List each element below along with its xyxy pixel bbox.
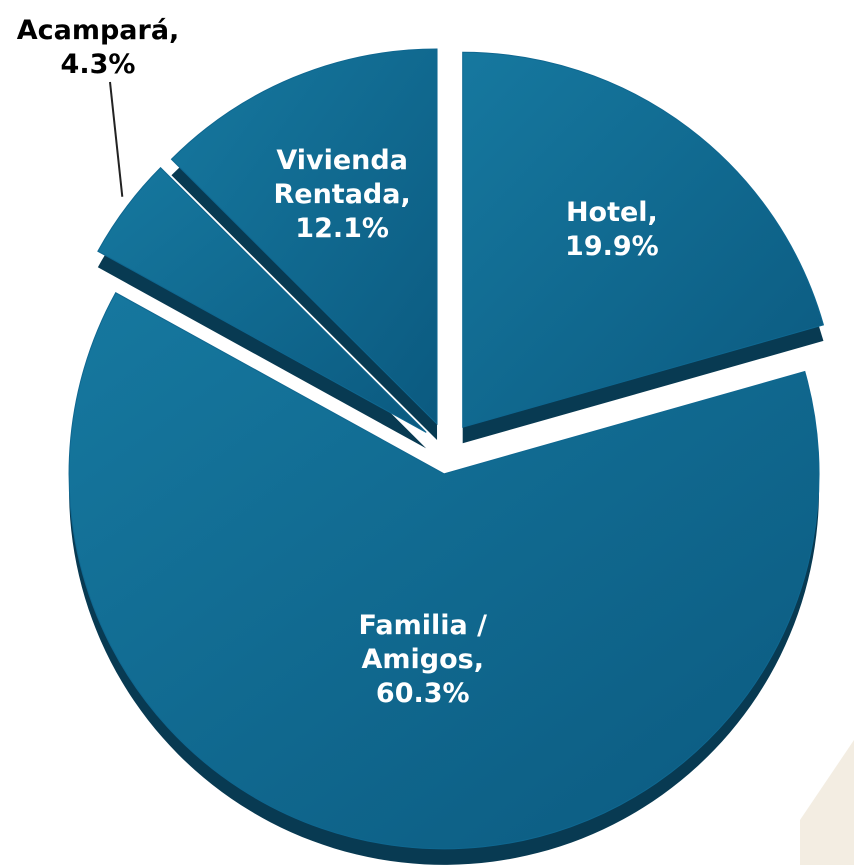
slice-label: Vivienda Rentada, 12.1% <box>227 144 457 246</box>
slice <box>462 51 825 428</box>
leader-line <box>109 81 124 197</box>
category-label: Vivienda Rentada, <box>273 145 411 211</box>
category-label: Hotel, <box>565 196 658 228</box>
slice-label: Acampará, 4.3% <box>0 14 213 82</box>
value-label: 60.3% <box>375 678 470 710</box>
value-label: 4.3% <box>60 49 136 80</box>
slice-label: Hotel, 19.9% <box>497 196 727 264</box>
category-label: Familia / Amigos, <box>358 610 487 676</box>
corner-decoration <box>800 740 854 865</box>
value-label: 12.1% <box>295 213 389 245</box>
slice <box>170 48 438 426</box>
slice <box>97 166 427 433</box>
category-label: Acampará, <box>16 15 180 46</box>
slice <box>68 292 820 850</box>
value-label: 19.9% <box>565 230 659 262</box>
slice-label: Familia / Amigos, 60.3% <box>308 609 538 711</box>
